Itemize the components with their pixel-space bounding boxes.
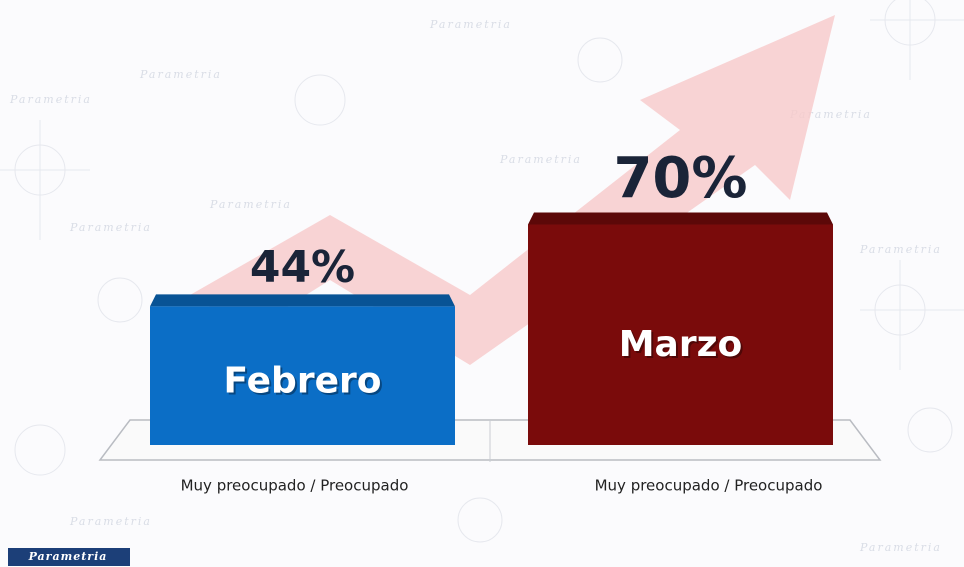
logo: Parametria: [28, 550, 108, 563]
value-label: 70%: [613, 146, 747, 211]
x-tick-label: Muy preocupado / Preocupado: [595, 477, 823, 495]
bar-top: [150, 294, 455, 307]
svg-text:Parametria: Parametria: [499, 153, 582, 166]
svg-text:Parametria: Parametria: [859, 541, 942, 554]
svg-text:Parametria: Parametria: [9, 93, 92, 106]
svg-text:Parametria: Parametria: [69, 515, 152, 528]
trend-arrow: [190, 15, 835, 365]
background-pattern: [0, 0, 964, 543]
watermark: Parametria Parametria Parametria Parametri…: [9, 18, 942, 554]
svg-text:Parametria: Parametria: [429, 18, 512, 31]
bar-label-shadow: Febrero: [226, 363, 384, 404]
bar: [528, 224, 833, 445]
svg-text:Parametria: Parametria: [139, 68, 222, 81]
svg-text:Parametria: Parametria: [69, 221, 152, 234]
x-tick-label: Muy preocupado / Preocupado: [181, 477, 409, 495]
bar-top: [528, 212, 833, 225]
bar: [150, 306, 455, 445]
svg-text:Parametria: Parametria: [859, 243, 942, 256]
svg-text:Parametria: Parametria: [209, 198, 292, 211]
bar-label: Marzo: [619, 324, 743, 365]
bar-label: Febrero: [224, 361, 382, 402]
bar-label-shadow: Marzo: [621, 326, 745, 367]
logo-box: [8, 548, 130, 566]
value-label: 44%: [250, 242, 355, 293]
